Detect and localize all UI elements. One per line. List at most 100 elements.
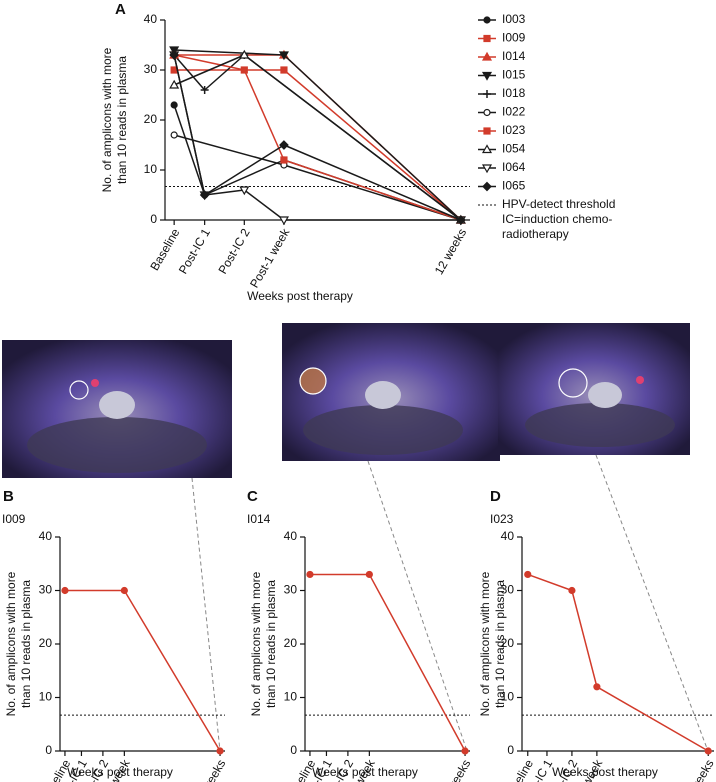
- point: [365, 570, 373, 579]
- y-tick-label: 30: [501, 583, 515, 597]
- x-axis-label: Weeks post therapy: [552, 765, 658, 779]
- y-tick-label: 0: [290, 743, 297, 757]
- point: [481, 71, 493, 81]
- x-axis-label: Weeks post therapy: [247, 289, 353, 303]
- panel-title: I009: [2, 512, 26, 526]
- legend-label: I065: [502, 179, 526, 193]
- y-tick-label: 20: [501, 636, 515, 650]
- y-tick-label: 40: [501, 529, 515, 543]
- legend-label: I009: [502, 31, 526, 45]
- point: [483, 34, 491, 43]
- x-tick-label: 12 weeks: [432, 226, 469, 277]
- legend-label: I018: [502, 86, 526, 100]
- point: [280, 66, 288, 74]
- point: [280, 156, 288, 164]
- point: [216, 747, 224, 755]
- y-tick-label: 0: [150, 212, 157, 226]
- scan-image-b: [2, 340, 232, 478]
- line-segment: [596, 686, 709, 752]
- line-segment: [173, 54, 206, 196]
- point: [481, 164, 493, 174]
- y-axis-label: No. of amplicons with more: [478, 571, 492, 716]
- y-tick-label: 10: [39, 690, 53, 704]
- connector: [595, 454, 709, 752]
- panel-letter: B: [3, 488, 14, 505]
- point: [483, 127, 491, 135]
- legend-label: I014: [502, 49, 526, 63]
- x-tick-label: Post-IC 2: [216, 226, 253, 277]
- y-tick-label: 40: [284, 529, 298, 543]
- y-axis-label: No. of amplicons with more: [249, 571, 263, 716]
- y-axis-label: No. of amplicons with more: [100, 47, 114, 192]
- point: [239, 186, 250, 196]
- line-segment: [173, 134, 285, 166]
- point: [240, 66, 248, 74]
- y-axis-label: No. of amplicons with more: [4, 571, 18, 716]
- line-segment: [243, 189, 285, 221]
- line-segment: [283, 159, 462, 221]
- line-segment: [527, 573, 573, 592]
- y-tick-label: 0: [507, 743, 514, 757]
- y-axis-label: than 10 reads in plasma: [264, 580, 278, 708]
- y-tick-label: 20: [284, 636, 298, 650]
- point: [170, 131, 178, 139]
- legend-label: I015: [502, 68, 526, 82]
- point: [239, 49, 250, 59]
- panel-title: I023: [490, 512, 514, 526]
- line-segment: [173, 54, 245, 86]
- point: [278, 51, 289, 61]
- point: [483, 108, 491, 117]
- line-segment: [283, 54, 462, 221]
- line-segment: [283, 69, 462, 221]
- legend-label: I022: [502, 105, 526, 119]
- x-axis-label: Weeks post therapy: [312, 765, 418, 779]
- legend-label: I003: [502, 12, 526, 26]
- y-tick-label: 30: [144, 62, 158, 76]
- point: [481, 144, 493, 154]
- line-segment: [204, 54, 245, 91]
- line-segment: [204, 144, 285, 196]
- line-segment: [368, 574, 466, 752]
- point: [482, 181, 492, 192]
- y-tick-label: 10: [144, 162, 158, 176]
- legend-note: IC=induction chemo-: [502, 212, 612, 226]
- point: [593, 683, 601, 691]
- point: [170, 101, 178, 109]
- x-tick-label: 12 weeks: [191, 757, 228, 782]
- y-tick-label: 30: [284, 583, 298, 597]
- line-segment: [283, 144, 462, 221]
- panel-letter: D: [490, 488, 501, 505]
- y-tick-label: 40: [144, 12, 158, 26]
- point: [461, 747, 469, 755]
- line-segment: [243, 54, 462, 221]
- y-axis-label: than 10 reads in plasma: [115, 56, 129, 184]
- point: [199, 190, 210, 200]
- point: [483, 16, 491, 24]
- panel-title: I014: [247, 512, 271, 526]
- y-tick-label: 20: [39, 636, 53, 650]
- line-segment: [283, 164, 462, 221]
- y-tick-label: 20: [144, 112, 158, 126]
- point: [61, 586, 69, 595]
- y-tick-label: 10: [284, 690, 298, 704]
- point: [306, 570, 314, 579]
- point: [169, 79, 180, 89]
- line-segment: [173, 54, 206, 91]
- panel-letter: A: [115, 1, 126, 18]
- point: [483, 90, 491, 98]
- scan-image-d: [498, 323, 690, 455]
- point: [279, 140, 289, 150]
- y-tick-label: 30: [39, 583, 53, 597]
- y-tick-label: 40: [39, 529, 53, 543]
- scan-image-c: [282, 323, 500, 461]
- point: [524, 570, 532, 579]
- x-tick-label: 12 weeks: [436, 757, 473, 782]
- line-segment: [173, 54, 245, 71]
- connector: [191, 477, 221, 752]
- line-segment: [571, 590, 598, 687]
- legend-label: I054: [502, 142, 526, 156]
- point: [200, 86, 209, 94]
- x-axis-label: Weeks post therapy: [67, 765, 173, 779]
- panel-letter: C: [247, 488, 258, 505]
